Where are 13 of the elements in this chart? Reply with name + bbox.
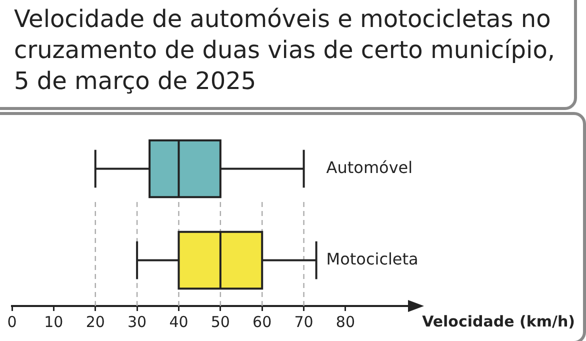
y-tick-label: Automóvel xyxy=(326,158,413,177)
x-tick-label: 20 xyxy=(86,312,105,331)
y-tick-label: Motocicleta xyxy=(326,249,418,268)
x-tick-label: 10 xyxy=(44,312,64,331)
x-tick-label: 50 xyxy=(210,312,230,331)
x-tick-label: 40 xyxy=(169,312,188,331)
chart-title: Velocidade de automóveis e motocicletas no cruzamento de duas vias de certo município, 5 de março de 2025 xyxy=(0,0,577,110)
x-tick-label: 70 xyxy=(294,312,314,331)
x-axis-title: Velocidade (km/h) xyxy=(422,312,575,330)
x-tick-label: 30 xyxy=(128,312,147,331)
x-tick-label: 80 xyxy=(336,312,356,331)
x-tick-label: 60 xyxy=(252,312,272,331)
x-tick-label: 0 xyxy=(7,312,17,331)
